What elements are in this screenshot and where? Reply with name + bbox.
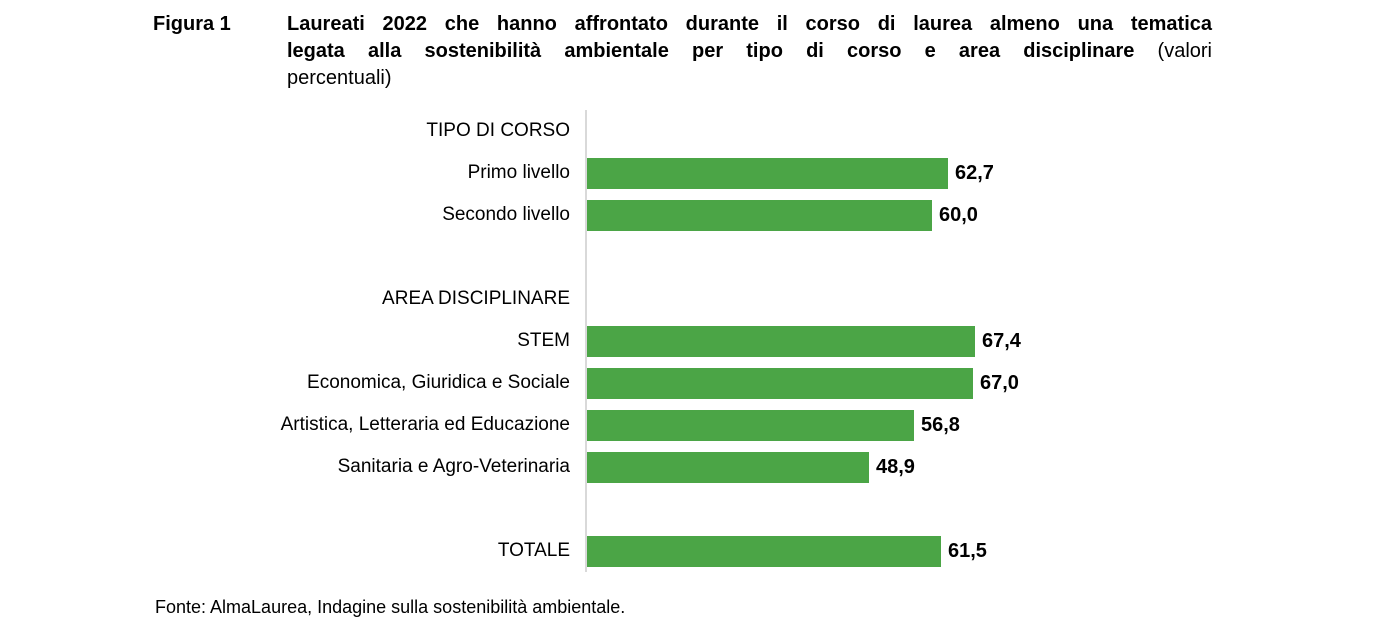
title-line-3: percentuali) bbox=[287, 67, 392, 89]
category-label: Economica, Giuridica e Sociale bbox=[307, 372, 570, 393]
value-label: 67,4 bbox=[982, 329, 1021, 352]
category-label: STEM bbox=[517, 330, 570, 351]
chart-row: STEM 67,4 bbox=[0, 320, 1373, 362]
bar-secondo-livello bbox=[587, 199, 932, 231]
bar-artistica-letteraria-ed-educazione bbox=[587, 409, 914, 441]
title-line-2-bold: legata alla sostenibilità ambientale per… bbox=[287, 40, 1135, 62]
spacer-row bbox=[0, 488, 1373, 530]
source-note: Fonte: AlmaLaurea, Indagine sulla sosten… bbox=[155, 597, 626, 617]
chart-row: Secondo livello 60,0 bbox=[0, 194, 1373, 236]
bar-totale bbox=[587, 535, 941, 567]
category-label: Primo livello bbox=[467, 162, 570, 183]
category-label: TOTALE bbox=[497, 540, 570, 561]
value-label: 56,8 bbox=[921, 413, 960, 436]
title-line-2: legata alla sostenibilità ambientale per… bbox=[287, 38, 1212, 65]
bar-primo-livello bbox=[587, 157, 948, 189]
value-label: 67,0 bbox=[980, 371, 1019, 394]
plot-area bbox=[585, 110, 1373, 152]
category-label: Sanitaria e Agro-Veterinaria bbox=[337, 456, 570, 477]
chart-row: Artistica, Letteraria ed Educazione 56,8 bbox=[0, 404, 1373, 446]
plot-area: 61,5 bbox=[585, 530, 1373, 572]
figure-title: Laureati 2022 che hanno affrontato duran… bbox=[287, 11, 1212, 92]
bar-sanitaria-e-agro-veterinaria bbox=[587, 451, 869, 483]
bar-economica-giuridica-e-sociale bbox=[587, 367, 973, 399]
plot-area bbox=[585, 278, 1373, 320]
value-label: 48,9 bbox=[876, 455, 915, 478]
value-label: 61,5 bbox=[948, 539, 987, 562]
section-header-row: AREA DISCIPLINARE bbox=[0, 278, 1373, 320]
section-header-row: TIPO DI CORSO bbox=[0, 110, 1373, 152]
chart-row: Economica, Giuridica e Sociale 67,0 bbox=[0, 362, 1373, 404]
plot-area bbox=[585, 488, 1373, 530]
plot-area: 67,0 bbox=[585, 362, 1373, 404]
plot-area: 48,9 bbox=[585, 446, 1373, 488]
chart-row: Sanitaria e Agro-Veterinaria 48,9 bbox=[0, 446, 1373, 488]
category-label: Artistica, Letteraria ed Educazione bbox=[280, 414, 570, 435]
title-line-2-regular: (valori bbox=[1157, 40, 1212, 62]
plot-area: 60,0 bbox=[585, 194, 1373, 236]
bar-stem bbox=[587, 325, 975, 357]
plot-area bbox=[585, 236, 1373, 278]
spacer-row bbox=[0, 236, 1373, 278]
section-header-label: TIPO DI CORSO bbox=[426, 120, 570, 141]
title-line-1: Laureati 2022 che hanno affrontato duran… bbox=[287, 13, 1212, 35]
bar-chart: TIPO DI CORSO Primo livello 62,7 Secondo li… bbox=[0, 110, 1373, 572]
plot-area: 67,4 bbox=[585, 320, 1373, 362]
plot-area: 62,7 bbox=[585, 152, 1373, 194]
chart-row: TOTALE 61,5 bbox=[0, 530, 1373, 572]
value-label: 60,0 bbox=[939, 203, 978, 226]
plot-area: 56,8 bbox=[585, 404, 1373, 446]
category-label: Secondo livello bbox=[442, 204, 570, 225]
value-label: 62,7 bbox=[955, 161, 994, 184]
figure-label: Figura 1 bbox=[153, 13, 231, 35]
chart-row: Primo livello 62,7 bbox=[0, 152, 1373, 194]
section-header-label: AREA DISCIPLINARE bbox=[382, 288, 570, 309]
